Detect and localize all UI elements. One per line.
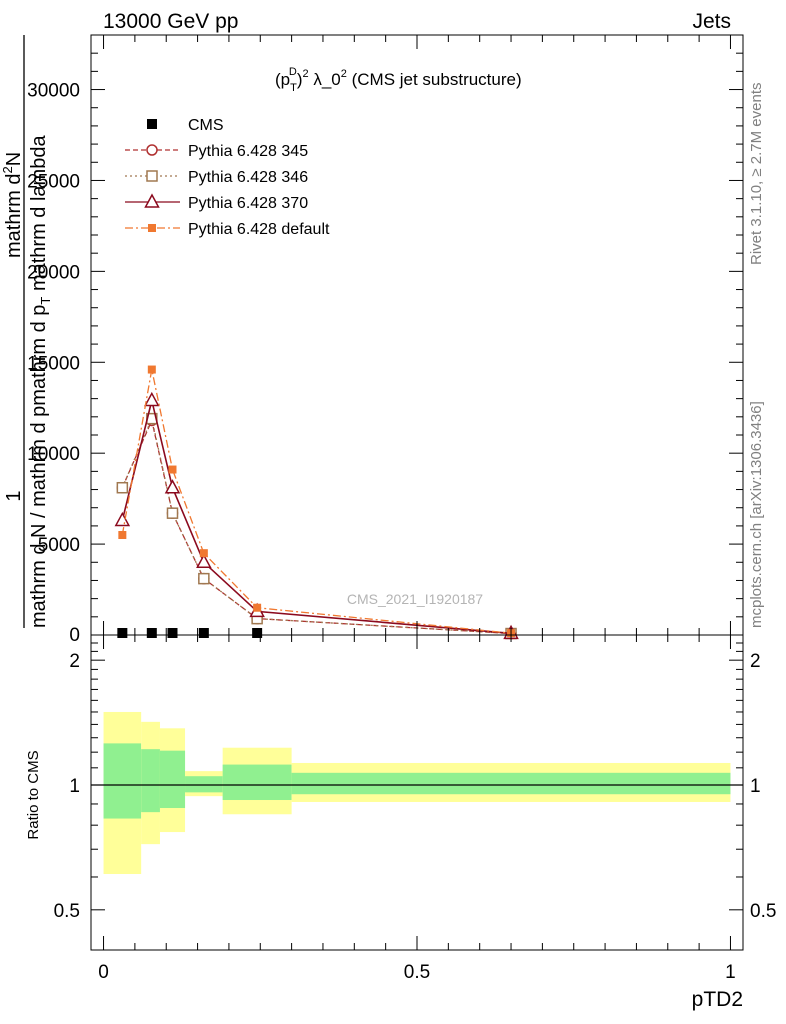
- legend-marker-p346: [146, 170, 158, 182]
- point-p370-2: [164, 479, 181, 494]
- rivet-label: Rivet 3.1.10, ≥ 2.7M events: [748, 83, 765, 266]
- ratio-y-tick-label-right: 2: [750, 651, 761, 672]
- legend-label-p345: Pythia 6.428 345: [188, 143, 308, 160]
- main-y-tick-label: 5000: [38, 535, 80, 556]
- y-label-denominator: mathrm d N / mathrm d pmathrm d pT mathr…: [28, 135, 53, 628]
- ratio-band-inner-2: [159, 750, 186, 809]
- plot-title: (pTD)2 λ_02 (CMS jet substructure): [275, 66, 522, 94]
- point-cms-0: [117, 628, 128, 638]
- series-line-p345: [121, 418, 512, 635]
- legend-label-default: Pythia 6.428 default: [188, 221, 330, 238]
- x-axis-label: pTD2: [692, 988, 743, 1011]
- main-y-tick-label: 20000: [27, 262, 80, 283]
- ratio-y-tick-label-right: 0.5: [750, 901, 776, 922]
- point-p370-3: [196, 553, 212, 569]
- point-cms-4: [252, 628, 263, 638]
- ratio-band-inner-3: [185, 776, 223, 793]
- ratio-band-inner-0: [103, 743, 142, 819]
- ratio-bands: [103, 711, 731, 875]
- point-p346-0: [116, 481, 129, 494]
- y-label-numerator: 1: [3, 490, 25, 501]
- point-cms-2: [167, 628, 178, 638]
- point-default-2: [168, 465, 177, 474]
- legend-marker-cms: [147, 119, 157, 129]
- ratio-y-axis-label: Ratio to CMS: [25, 750, 42, 839]
- legend-label-p370: Pythia 6.428 370: [188, 195, 308, 212]
- point-cms-1: [146, 628, 157, 638]
- point-default-4: [253, 603, 262, 612]
- point-p370-0: [114, 511, 131, 527]
- x-tick-label: 0.5: [404, 962, 430, 983]
- legend-label-p346: Pythia 6.428 346: [188, 169, 308, 186]
- main-plot-ticks: [91, 34, 743, 636]
- point-default-0: [118, 531, 127, 539]
- main-y-tick-label-zero: 0: [69, 625, 80, 646]
- main-y-tick-labels: 5000 10000 15000 20000 25000 30000 0: [27, 81, 80, 646]
- header-process: Jets: [692, 10, 731, 33]
- main-plot-panel: 5000 10000 15000 20000 25000 30000 0 CMS_2021_…: [0, 34, 744, 646]
- main-y-tick-label: 30000: [27, 81, 80, 102]
- legend-marker-p370: [144, 193, 160, 208]
- ratio-y-tick-label-left: 1: [69, 776, 80, 797]
- ratio-y-tick-label-left: 0.5: [54, 901, 80, 922]
- ratio-band-inner-5: [291, 772, 731, 795]
- y-label-top: mathrm d2N: [0, 152, 25, 258]
- mcplots-label: mcplots.cern.ch [arXiv:1306.3436]: [748, 401, 765, 628]
- point-default-1: [147, 365, 156, 374]
- x-tick-label: 1: [725, 962, 736, 983]
- ratio-y-tick-label-right: 1: [750, 776, 761, 797]
- legend: CMS Pythia 6.428 345 Pythia 6.428 346 Pythi…: [125, 117, 330, 238]
- ratio-panel: 0.5 0.5 1 1 2 2 0 0.5 1 Ratio to CMS pTD2: [25, 634, 777, 1011]
- ratio-y-tick-label-left: 2: [69, 651, 80, 672]
- legend-marker-default: [148, 224, 156, 232]
- ratio-band-inner-1: [141, 749, 160, 813]
- legend-label-cms: CMS: [188, 117, 224, 134]
- point-default-3: [199, 549, 208, 558]
- point-cms-3: [198, 628, 209, 638]
- point-p346-2: [166, 507, 179, 519]
- ratio-band-inner-4: [222, 764, 292, 801]
- x-tick-label: 0: [98, 962, 109, 983]
- main-y-axis-label: 1 mathrm d N / mathrm d pmathrm d pT mat…: [0, 35, 53, 628]
- series-line-default: [121, 369, 512, 634]
- main-y-tick-label: 15000: [27, 353, 80, 374]
- main-y-tick-label: 25000: [27, 171, 80, 192]
- point-p370-1: [144, 391, 160, 407]
- header-energy: 13000 GeV pp: [103, 10, 238, 33]
- ratio-tick-labels: 0.5 0.5 1 1 2 2 0 0.5 1: [54, 651, 777, 983]
- ratio-ticks: [91, 635, 743, 951]
- main-y-tick-label: 10000: [27, 444, 80, 465]
- watermark: CMS_2021_I1920187: [347, 591, 483, 607]
- point-p346-3: [198, 572, 210, 585]
- legend-marker-p345: [146, 144, 158, 156]
- series-line-p370: [121, 400, 512, 635]
- main-plot-marks: [114, 365, 519, 640]
